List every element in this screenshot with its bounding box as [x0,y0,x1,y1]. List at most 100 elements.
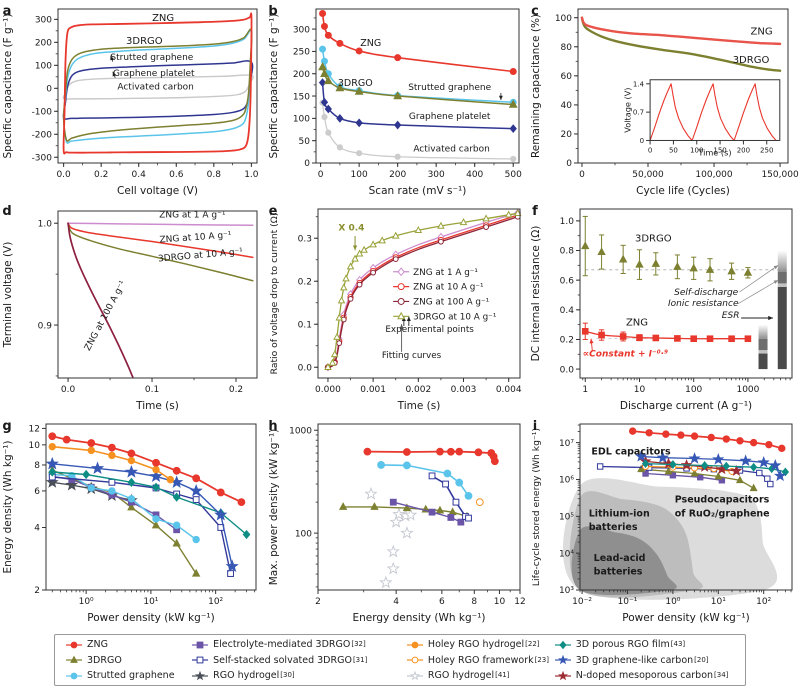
panel-i: EDL capacitors Pseudocapacitors of RuO₂/gr… [528,415,800,627]
svg-text:h: h [268,419,277,434]
star-marker-icon [554,655,571,665]
svg-text:Power density (kW kg⁻¹): Power density (kW kg⁻¹) [87,612,214,624]
svg-text:Time (s): Time (s) [135,400,179,412]
svg-text:0.4: 0.4 [132,170,147,180]
svg-text:200: 200 [35,39,52,49]
svg-text:-200: -200 [32,131,53,141]
svg-text:0.0: 0.0 [560,365,575,375]
svg-text:50: 50 [299,137,311,147]
circle-marker-icon [66,672,82,679]
legend-column-3: Holey RGO hydrogel [22] Holey RGO framewor… [406,638,554,682]
panel-grid: ZNG 3DRGO Strutted graphene Graphene platel… [0,0,800,627]
svg-text:Power density (kW kg⁻¹): Power density (kW kg⁻¹) [622,612,749,624]
legend-column-4: 3D porous RGO film [43] 3D graphene-like c… [554,638,737,682]
svg-text:Self-discharge: Self-discharge [674,288,738,298]
panel-a: ZNG 3DRGO Strutted graphene Graphene platel… [0,0,266,200]
svg-text:ESR: ESR [722,311,740,321]
svg-text:-100: -100 [32,108,53,118]
svg-text:0.2: 0.2 [298,277,312,287]
svg-text:4: 4 [34,524,40,534]
svg-text:Scan rate (mV s⁻¹): Scan rate (mV s⁻¹) [369,185,467,197]
svg-text:400: 400 [466,170,483,180]
svg-text:10¹: 10¹ [143,597,158,607]
panel-f: 3DRGO ZNG ∝Constant + I⁻⁰·⁹ Self-discharge I… [528,200,800,415]
svg-text:Life-cycle stored energy (Wh k: Life-cycle stored energy (Wh kg⁻¹) [531,428,542,586]
svg-text:300: 300 [428,170,445,180]
svg-text:Strutted graphene: Strutted graphene [408,83,491,93]
circle-marker-icon [66,641,82,648]
svg-text:Specific capacitance (F g⁻¹): Specific capacitance (F g⁻¹) [2,14,14,159]
svg-text:0.8: 0.8 [207,170,222,180]
legend-item: 3D porous RGO film [43] [554,638,737,651]
svg-text:0: 0 [640,136,644,145]
legend-item-label: Strutted graphene [87,670,175,681]
svg-text:100: 100 [690,145,703,154]
svg-text:Energy density (Wh kg⁻¹): Energy density (Wh kg⁻¹) [353,612,486,624]
panel-b: ZNG 3DRGO Strutted graphene Graphene platel… [266,0,528,200]
legend-item-label: Self-stacked solvated 3DRGO [213,654,352,666]
svg-text:20: 20 [561,130,573,140]
legend-item-ref: [41] [495,671,510,679]
legend-item-ref: [32] [351,640,366,648]
legend-item: Self-stacked solvated 3DRGO [31] [191,654,406,667]
svg-text:8: 8 [34,461,40,471]
svg-text:300: 300 [293,25,310,35]
panel-e: ZNG at 1 A g⁻¹ ZNG at 10 A g⁻¹ ZNG at 100 … [266,200,528,415]
svg-text:0.6: 0.6 [560,276,575,286]
legend-item-label: Holey RGO framework [427,654,534,666]
svg-text:batteries: batteries [594,567,643,578]
svg-text:10²: 10² [756,597,771,607]
svg-text:1000: 1000 [289,426,312,436]
panel-i-chart: EDL capacitors Pseudocapacitors of RuO₂/gr… [531,419,793,624]
svg-text:0.9: 0.9 [38,321,53,331]
svg-text:0.002: 0.002 [405,385,431,395]
svg-text:10: 10 [494,597,506,607]
svg-text:0: 0 [566,159,572,169]
svg-text:ZNG: ZNG [626,317,648,328]
svg-text:ZNG: ZNG [152,13,174,24]
svg-text:12: 12 [29,425,40,435]
svg-text:10⁻¹: 10⁻¹ [618,597,638,607]
svg-text:100,000: 100,000 [695,170,732,180]
svg-text:batteries: batteries [589,522,638,533]
svg-text:150: 150 [713,145,726,154]
svg-text:Energy density (Wh kg⁻¹): Energy density (Wh kg⁻¹) [2,441,14,574]
svg-text:6: 6 [34,487,40,497]
svg-text:2: 2 [315,597,321,607]
legend-item: RGO hydrogel [41] [406,669,554,682]
svg-text:10⁰: 10⁰ [665,597,680,607]
svg-text:Remaining capacitance (%): Remaining capacitance (%) [530,14,542,158]
svg-text:d: d [2,204,11,219]
svg-text:0.004: 0.004 [496,385,522,395]
svg-text:0.2: 0.2 [560,336,574,346]
svg-text:250: 250 [760,145,773,154]
svg-text:10¹: 10¹ [711,597,726,607]
svg-text:0.0: 0.0 [61,385,76,395]
figure-legend: ZNG 3DRGO Strutted graphene Electrolyte-med… [54,634,746,686]
svg-text:60: 60 [561,72,573,82]
svg-text:ZNG at 100 A g⁻¹: ZNG at 100 A g⁻¹ [413,297,489,307]
svg-text:3DRGO: 3DRGO [338,78,373,89]
svg-text:0.8: 0.8 [560,247,575,257]
svg-text:∝Constant + I⁻⁰·⁹: ∝Constant + I⁻⁰·⁹ [583,350,668,360]
legend-item: Electrolyte-mediated 3DRGO [32] [191,638,406,651]
legend-item: Holey RGO framework [23] [406,654,554,667]
svg-text:0.003: 0.003 [451,385,477,395]
svg-text:X 0.4: X 0.4 [338,224,364,234]
svg-text:b: b [268,4,277,19]
svg-text:ZNG at 10 A g⁻¹: ZNG at 10 A g⁻¹ [413,283,484,293]
svg-text:Lithium-ion: Lithium-ion [589,508,650,519]
svg-text:10⁶: 10⁶ [559,476,574,486]
svg-text:0.7: 0.7 [633,108,644,117]
svg-text:ZNG: ZNG [360,38,381,49]
svg-text:Terminal voltage (V): Terminal voltage (V) [2,242,14,349]
panel-g-chart: 10⁰ 10¹ 10² 2 4 6 8 10 12 Power density (kW kg⁻¹)… [2,419,257,624]
svg-text:f: f [532,204,538,219]
svg-text:of RuO₂/graphene: of RuO₂/graphene [675,508,770,519]
svg-text:40: 40 [561,101,573,111]
svg-text:1: 1 [582,385,588,395]
panel-f-chart: 3DRGO ZNG ∝Constant + I⁻⁰·⁹ Self-dischargeI… [530,204,793,412]
svg-text:3DRGO: 3DRGO [126,36,163,47]
triangle-marker-icon [66,655,82,663]
svg-text:1000: 1000 [736,385,759,395]
